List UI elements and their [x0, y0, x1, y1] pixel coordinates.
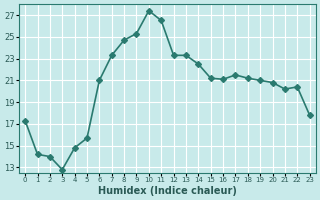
X-axis label: Humidex (Indice chaleur): Humidex (Indice chaleur) [98, 186, 237, 196]
